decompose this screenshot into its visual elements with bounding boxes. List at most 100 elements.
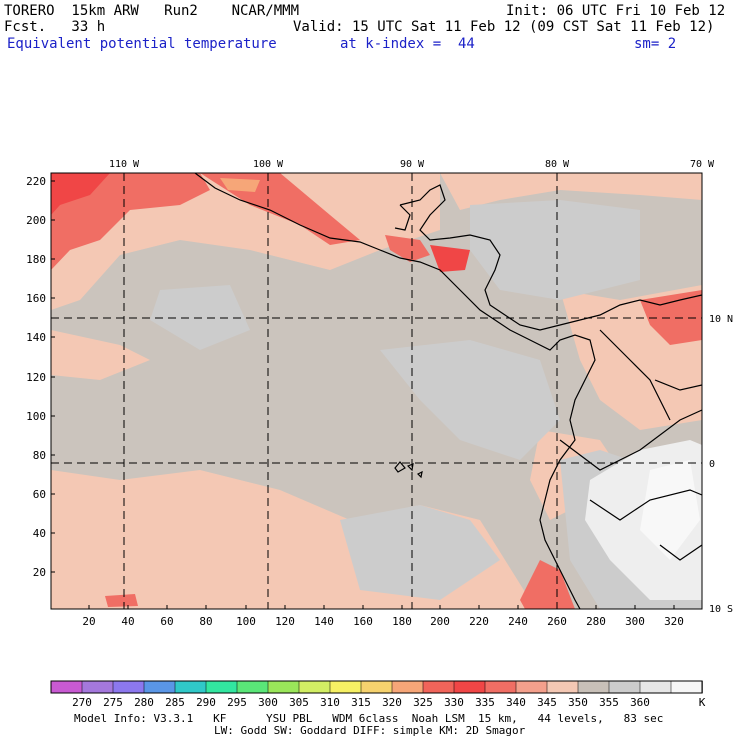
lon-label: 80 W — [545, 159, 570, 170]
colorbar-label: 310 — [320, 696, 340, 709]
lon-labels: 110 W 100 W 90 W 80 W 70 W — [109, 159, 715, 170]
colorbar-swatch — [484, 680, 517, 694]
venezuela-border — [654, 379, 702, 391]
colorbar-swatch — [50, 680, 83, 694]
colorbar-swatch — [670, 680, 703, 694]
colorbar-label: 300 — [258, 696, 278, 709]
x-tick: 300 — [625, 615, 645, 628]
colorbar-label: 290 — [196, 696, 216, 709]
colorbar-label: 325 — [413, 696, 433, 709]
lat-labels: 10 N 0 10 S — [709, 314, 733, 615]
y-tick: 180 — [26, 253, 46, 266]
colorbar-swatch — [81, 680, 114, 694]
yucatan-outline — [394, 204, 411, 231]
colorbar-label: 360 — [630, 696, 650, 709]
y-tick: 60 — [33, 488, 46, 501]
south-warm-spot — [105, 594, 138, 607]
coastlines — [194, 173, 702, 609]
colorbar-swatch — [577, 680, 610, 694]
left-tick-marks — [51, 180, 55, 573]
equatorial-gray — [380, 340, 560, 460]
x-tick: 140 — [314, 615, 334, 628]
colorbar-label: 305 — [289, 696, 309, 709]
amazon-white-core — [640, 460, 700, 560]
colorbar-label: 340 — [506, 696, 526, 709]
colorbar-label: 270 — [72, 696, 92, 709]
x-tick: 220 — [469, 615, 489, 628]
colorbar-swatch — [515, 680, 548, 694]
model-title: TORERO 15km ARW Run2 NCAR/MMM — [4, 3, 300, 19]
colorbar-label: 275 — [103, 696, 123, 709]
colorbar-swatch — [546, 680, 579, 694]
y-tick: 160 — [26, 292, 46, 305]
pacific-coastline — [194, 173, 596, 609]
colorbar-label: 355 — [599, 696, 619, 709]
y-tick: 20 — [33, 566, 46, 579]
southern-gray — [340, 505, 500, 600]
colorbar-swatch — [298, 680, 331, 694]
x-tick: 20 — [82, 615, 95, 628]
x-tick: 320 — [664, 615, 684, 628]
level-index: at k-index = 44 — [340, 36, 475, 52]
brazil-border — [659, 544, 702, 561]
init-time: Init: 06 UTC Fri 10 Feb 12 — [506, 3, 726, 19]
theta-e-field — [51, 173, 702, 609]
lon-label: 90 W — [400, 159, 425, 170]
colorbar — [50, 680, 703, 694]
mexico-hotspot — [220, 178, 260, 192]
x-tick: 180 — [392, 615, 412, 628]
model-info: Model Info: V3.3.1 KF YSU PBL WDM 6class… — [74, 712, 664, 725]
ecuador-border — [559, 409, 702, 471]
smoothing: sm= 2 — [634, 36, 677, 52]
colorbar-label: 280 — [134, 696, 154, 709]
northwest-warm — [51, 173, 210, 270]
x-tick: 160 — [353, 615, 373, 628]
northwest-hot — [51, 173, 110, 215]
x-tick: 60 — [160, 615, 173, 628]
caribbean-coastline — [399, 184, 702, 331]
colorbar-label: 330 — [444, 696, 464, 709]
colorbar-swatch — [112, 680, 145, 694]
colorbar-swatch — [453, 680, 486, 694]
colorbar-swatch — [639, 680, 672, 694]
lon-label: 110 W — [109, 159, 140, 170]
x-tick: 100 — [236, 615, 256, 628]
colorbar-label: 285 — [165, 696, 185, 709]
galapagos-1 — [394, 461, 406, 473]
bottom-ticks: 20 40 60 80 100 120 140 160 180 200 220 … — [82, 615, 684, 628]
x-tick: 280 — [586, 615, 606, 628]
lat-label: 10 N — [709, 314, 733, 325]
colorbar-label: 315 — [351, 696, 371, 709]
colorbar-frame — [50, 680, 703, 694]
colorbar-labels: 270 275 280 285 290 295 300 305 310 315 320 325 330 3… — [72, 696, 650, 709]
y-tick: 140 — [26, 331, 46, 344]
peru-coast-warm — [520, 560, 575, 609]
colorbar-label: 350 — [568, 696, 588, 709]
colorbar-swatch — [236, 680, 269, 694]
x-tick: 240 — [508, 615, 528, 628]
map-frame — [50, 172, 703, 610]
y-tick: 40 — [33, 527, 46, 540]
lat-label: 0 — [709, 459, 715, 470]
lat-lon-grid — [51, 173, 702, 609]
colorbar-unit: K — [699, 696, 706, 709]
x-tick: 40 — [121, 615, 134, 628]
colorbar-label: 320 — [382, 696, 402, 709]
y-tick: 100 — [26, 410, 46, 423]
west-peach-patch — [51, 330, 150, 380]
colorbar-swatch — [391, 680, 424, 694]
forecast-hour: Fcst. 33 h — [4, 19, 106, 35]
x-tick: 80 — [199, 615, 212, 628]
y-tick: 220 — [26, 175, 46, 188]
colorbar-label: 345 — [537, 696, 557, 709]
caribbean-peach — [440, 173, 702, 210]
galapagos-2 — [406, 463, 414, 472]
colorbar-swatch — [360, 680, 393, 694]
colorbar-swatch — [329, 680, 362, 694]
colorbar-label: 335 — [475, 696, 495, 709]
colorbar-swatch — [608, 680, 641, 694]
physics-info: LW: Godd SW: Goddard DIFF: simple KM: 2D… — [214, 724, 526, 737]
x-tick: 120 — [275, 615, 295, 628]
x-tick: 200 — [430, 615, 450, 628]
